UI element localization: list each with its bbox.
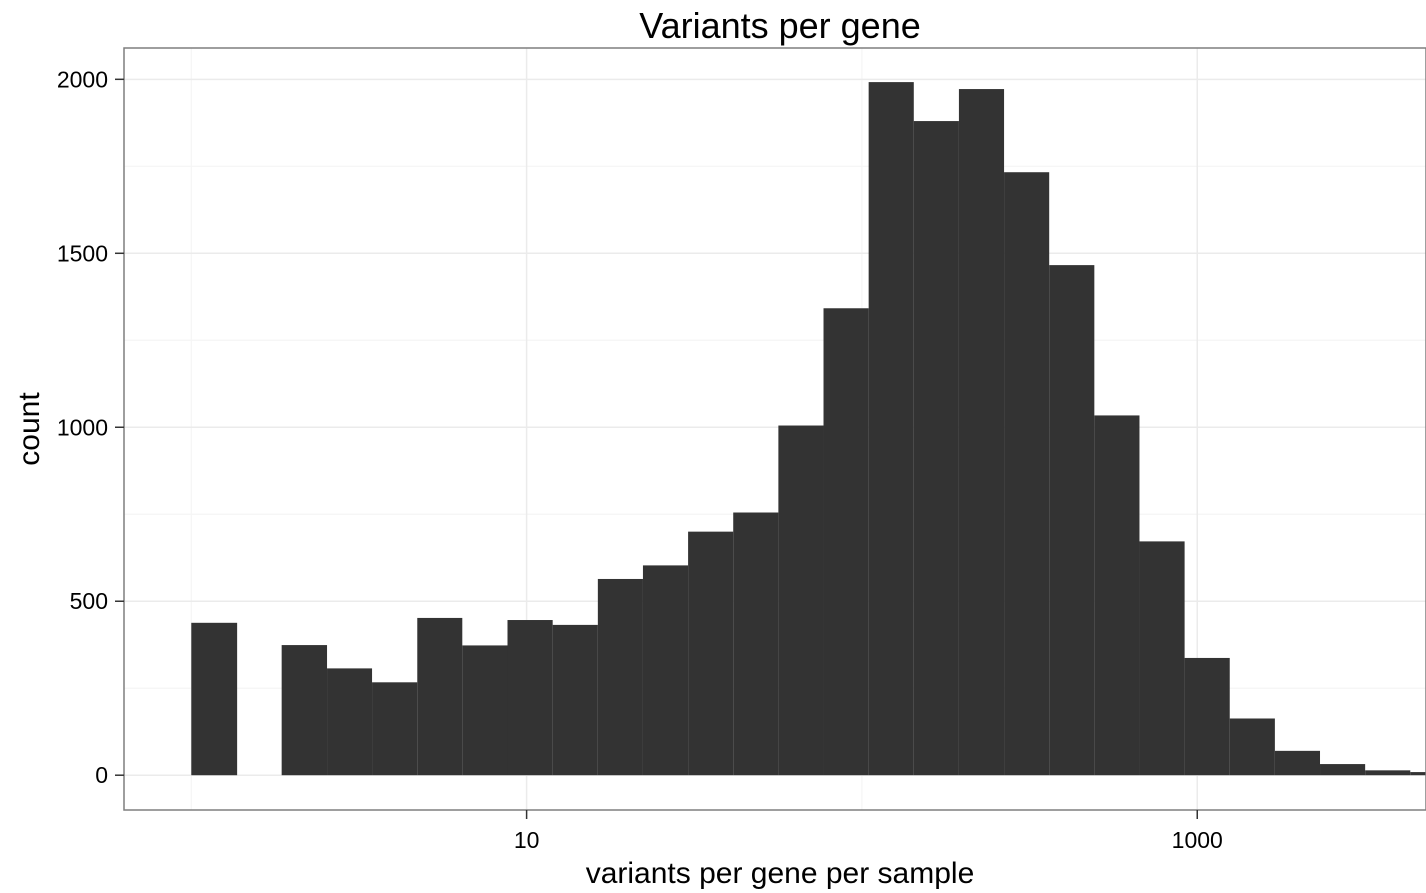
x-axis-label: variants per gene per sample [586,857,975,890]
histogram-bar [959,89,1004,775]
histogram-bar [1139,541,1184,775]
y-tick-label: 500 [70,588,108,614]
histogram-bar [778,426,823,776]
histogram-bar [372,682,417,775]
histogram-bar [733,513,778,776]
histogram-bar [1185,658,1230,775]
histogram-bar [598,579,643,775]
y-tick-label: 1500 [57,240,108,266]
histogram-bar [507,620,552,775]
histogram-bar [643,565,688,775]
histogram-bar [417,618,462,775]
histogram-bar [1365,770,1410,775]
histogram-bar [327,668,372,775]
histogram-bar [1320,764,1365,775]
histogram-bars [191,82,1426,775]
histogram-bar [824,308,869,775]
histogram-bar [1230,718,1275,775]
chart-title: Variants per gene [639,5,921,46]
x-axis: 10 1000 [514,810,1223,853]
y-tick-label: 2000 [57,66,108,92]
histogram-bar [914,121,959,775]
histogram-bar [1410,772,1426,775]
y-tick-label: 0 [95,762,108,788]
histogram-bar [1275,751,1320,775]
y-axis: 0 500 1000 1500 2000 [57,66,124,788]
histogram-bar [553,625,598,775]
histogram-bar [688,532,733,776]
x-tick-label: 10 [514,827,540,853]
histogram-bar [191,623,237,775]
histogram-bar [1049,265,1094,775]
histogram-bar [462,645,507,775]
x-tick-label: 1000 [1172,827,1223,853]
histogram-bar [1004,172,1049,775]
y-tick-label: 1000 [57,414,108,440]
histogram-bar [1094,415,1139,775]
histogram-bar [282,645,327,775]
histogram-bar [869,82,914,775]
y-axis-label: count [13,392,46,466]
